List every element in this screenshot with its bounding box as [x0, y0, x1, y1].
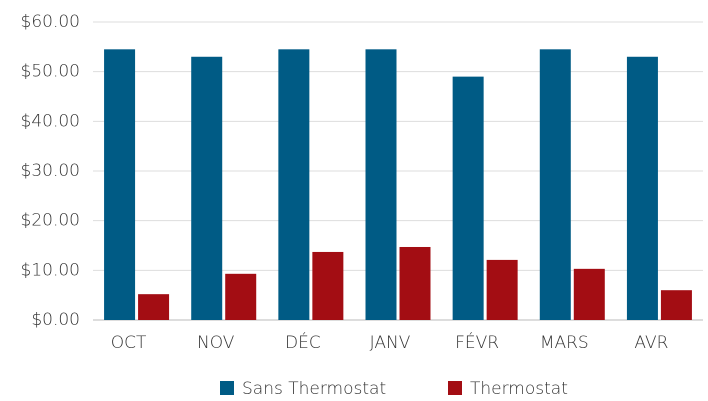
bar	[486, 259, 518, 320]
x-tick-label: AVR	[634, 333, 668, 353]
bar	[539, 49, 571, 321]
bar	[225, 273, 257, 320]
bar	[312, 251, 344, 320]
legend-label: Sans Thermostat	[242, 379, 386, 399]
bar	[573, 268, 605, 320]
x-tick-label: FÉVR	[455, 331, 499, 353]
y-tick-label: $10.00	[21, 260, 80, 280]
bar	[104, 49, 136, 321]
y-tick-label: $40.00	[21, 111, 80, 131]
x-tick-label: MARS	[540, 333, 589, 353]
y-tick-label: $60.00	[21, 12, 80, 32]
legend-swatch	[448, 381, 462, 395]
bar	[365, 49, 397, 321]
bar	[399, 246, 431, 320]
bar	[660, 290, 692, 320]
legend-swatch	[220, 381, 234, 395]
y-tick-label: $0.00	[31, 310, 80, 330]
y-tick-label: $50.00	[21, 62, 80, 82]
legend-label: Thermostat	[470, 379, 568, 399]
bar	[278, 49, 310, 321]
bar	[626, 56, 658, 321]
y-tick-label: $30.00	[21, 161, 80, 181]
x-tick-label: JANV	[370, 333, 411, 353]
x-tick-label: OCT	[111, 333, 147, 353]
bar	[191, 56, 223, 321]
bar	[138, 294, 170, 320]
x-tick-label: NOV	[197, 333, 235, 353]
x-tick-label: DÉC	[285, 331, 321, 353]
bar	[452, 76, 484, 320]
y-tick-label: $20.00	[21, 211, 80, 231]
